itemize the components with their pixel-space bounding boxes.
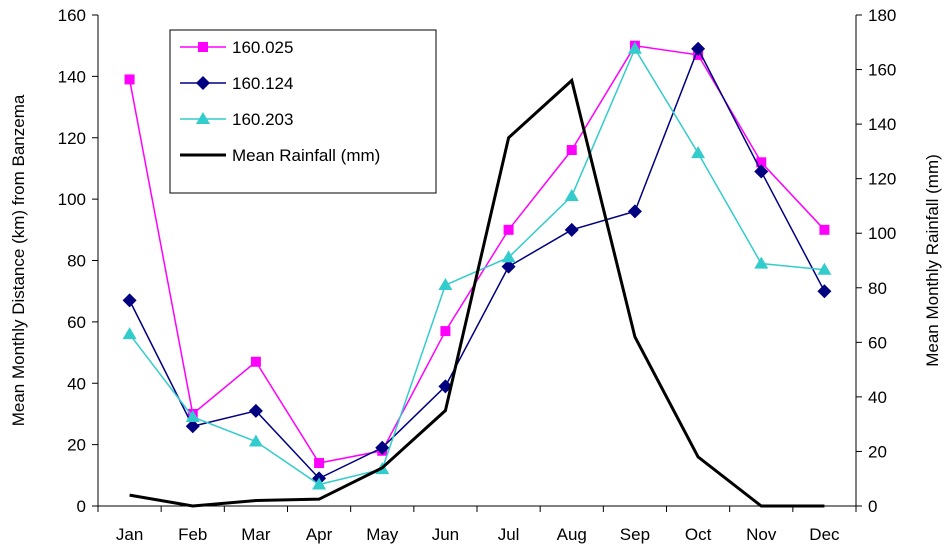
data-point: [503, 224, 514, 235]
data-point: [440, 326, 451, 337]
x-tick-label: Jan: [116, 525, 143, 544]
x-tick-label: Jun: [432, 525, 459, 544]
y-tick-label-right: 80: [868, 279, 887, 298]
data-point: [185, 419, 200, 434]
legend-marker: [198, 42, 208, 52]
y-tick-label-right: 180: [868, 6, 896, 25]
data-point: [754, 256, 769, 269]
y-tick-label-left: 60: [67, 313, 86, 332]
legend-marker: [196, 76, 210, 90]
x-tick-label: Jul: [498, 525, 520, 544]
y-tick-label-left: 140: [58, 67, 86, 86]
y-tick-label-right: 140: [868, 115, 896, 134]
y-axis-label-right: Mean Monthly Rainfall (mm): [923, 154, 942, 367]
data-point: [501, 259, 516, 274]
data-point: [248, 434, 263, 447]
legend-marker: [196, 112, 210, 124]
data-point: [375, 440, 390, 455]
data-point: [817, 284, 832, 299]
x-tick-label: Apr: [306, 525, 333, 544]
x-tick-label: Feb: [178, 525, 207, 544]
y-tick-label-left: 100: [58, 190, 86, 209]
legend-label: Mean Rainfall (mm): [232, 146, 380, 165]
data-point: [564, 222, 579, 237]
data-point: [691, 41, 706, 56]
y-tick-label-right: 60: [868, 333, 887, 352]
y-tick-label-right: 40: [868, 388, 887, 407]
series-line: [128, 46, 826, 480]
x-tick-label: Oct: [685, 525, 712, 544]
y-tick-label-left: 160: [58, 6, 86, 25]
y-tick-label-right: 120: [868, 170, 896, 189]
x-tick-label: May: [366, 525, 399, 544]
data-point: [122, 293, 137, 308]
y-tick-label-right: 160: [868, 61, 896, 80]
series-3: [129, 77, 825, 508]
x-tick-label: Mar: [241, 525, 271, 544]
legend-label: 160.203: [232, 110, 293, 129]
series-layer: [122, 40, 832, 508]
data-point: [756, 157, 767, 168]
y-tick-label-left: 80: [67, 252, 86, 271]
x-tick-label: Aug: [557, 525, 587, 544]
y-tick-label-left: 20: [67, 436, 86, 455]
data-point: [314, 458, 325, 469]
data-point: [248, 403, 263, 418]
data-point: [438, 278, 453, 291]
data-point: [819, 224, 830, 235]
data-point: [124, 74, 135, 85]
legend-box: [169, 29, 437, 194]
data-point: [627, 41, 642, 54]
x-tick-label: Dec: [809, 525, 840, 544]
data-point: [566, 145, 577, 156]
data-point: [122, 327, 137, 340]
data-point: [627, 204, 642, 219]
series-1: [122, 41, 832, 486]
series-line: [129, 77, 825, 508]
y-tick-label-right: 20: [868, 442, 887, 461]
axes: 0 20 40 60 80 100 120 140 160 0 20 40 60 80 100 120 140 1…: [58, 6, 897, 544]
x-tick-label: Sep: [620, 525, 650, 544]
y-tick-label-left: 120: [58, 129, 86, 148]
data-point: [754, 164, 769, 179]
data-point: [817, 262, 832, 275]
data-point: [312, 477, 327, 490]
legend-label: 160.025: [232, 38, 293, 57]
y-tick-label-right: 0: [868, 497, 877, 516]
legend-label: 160.124: [232, 74, 293, 93]
y-axis-label-left: Mean Monthly Distance (km) from Banzema: [9, 94, 28, 426]
y-tick-label-left: 0: [77, 497, 86, 516]
legend: 160.025 160.124 160.203 Mean Rainfall (mm): [169, 29, 437, 194]
y-tick-label-left: 40: [67, 374, 86, 393]
data-point: [564, 189, 579, 202]
data-point: [501, 250, 516, 263]
x-tick-label: Nov: [746, 525, 777, 544]
data-point: [691, 146, 706, 159]
data-point: [250, 356, 261, 367]
y-tick-label-right: 100: [868, 224, 896, 243]
data-point: [185, 410, 200, 423]
